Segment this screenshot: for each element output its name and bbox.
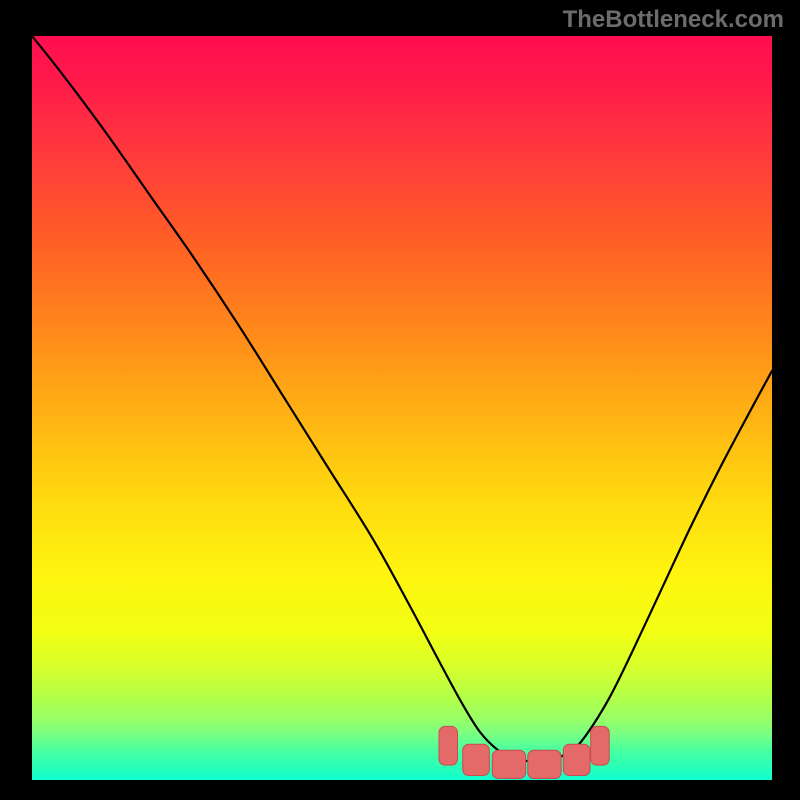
watermark-text: TheBottleneck.com [563,6,784,34]
plot-area [32,36,772,780]
chart-canvas: TheBottleneck.com [0,0,800,800]
